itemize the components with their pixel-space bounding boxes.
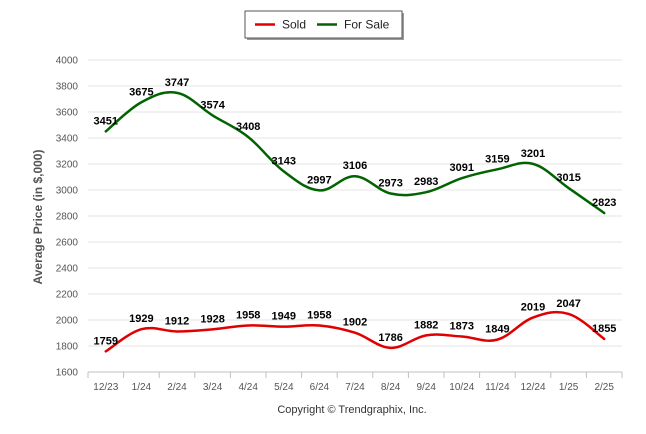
x-tick-label: 11/24 bbox=[485, 382, 510, 393]
data-label-sold: 1759 bbox=[94, 335, 118, 347]
axes: 1600 1800 2000 2200 2400 2600 2800 3000 3200 3400… bbox=[56, 56, 623, 393]
data-label-sold: 1958 bbox=[307, 309, 331, 321]
y-tick-label: 3000 bbox=[56, 186, 79, 197]
x-tick-label: 4/24 bbox=[238, 382, 258, 393]
data-label-for-sale: 3143 bbox=[272, 155, 296, 167]
data-label-sold: 1855 bbox=[592, 323, 616, 335]
x-tick-label: 8/24 bbox=[381, 382, 401, 393]
x-tick-label: 12/24 bbox=[520, 382, 545, 393]
data-label-for-sale: 3106 bbox=[343, 160, 367, 172]
data-label-sold: 2019 bbox=[521, 302, 545, 314]
legend[interactable]: Sold For Sale bbox=[244, 10, 404, 40]
legend-label-for-sale[interactable]: For Sale bbox=[344, 18, 390, 32]
data-label-sold: 2047 bbox=[556, 298, 580, 310]
x-tick-label: 2/24 bbox=[167, 382, 187, 393]
data-label-sold: 1949 bbox=[272, 311, 296, 323]
y-tick-label: 2600 bbox=[56, 238, 79, 249]
y-tick-label: 1600 bbox=[56, 368, 79, 379]
series-lines bbox=[104, 91, 606, 353]
data-label-sold: 1882 bbox=[414, 319, 438, 331]
data-label-for-sale: 3408 bbox=[236, 121, 260, 133]
series-line-for-sale bbox=[104, 91, 606, 215]
x-tick-label: 1/24 bbox=[132, 382, 152, 393]
y-tick-label: 3400 bbox=[56, 134, 79, 145]
data-label-sold: 1902 bbox=[343, 317, 367, 329]
y-tick-label: 2200 bbox=[56, 290, 79, 301]
x-tick-label: 9/24 bbox=[416, 382, 436, 393]
y-tick-label: 1800 bbox=[56, 342, 79, 353]
y-tick-label: 2400 bbox=[56, 264, 79, 275]
data-label-for-sale: 3451 bbox=[94, 115, 118, 127]
x-tick-label: 1/25 bbox=[559, 382, 579, 393]
gridlines bbox=[88, 59, 622, 373]
data-label-for-sale: 3091 bbox=[450, 162, 474, 174]
data-label-sold: 1928 bbox=[200, 313, 224, 325]
x-tick-label: 2/25 bbox=[594, 382, 614, 393]
x-tick-label: 12/23 bbox=[93, 382, 118, 393]
data-label-sold: 1873 bbox=[450, 321, 474, 333]
y-tick-label: 3800 bbox=[56, 82, 79, 93]
data-label-for-sale: 3201 bbox=[521, 148, 545, 160]
data-label-sold: 1912 bbox=[165, 315, 189, 327]
y-tick-label: 3200 bbox=[56, 160, 79, 171]
y-tick-label: 3600 bbox=[56, 108, 79, 119]
copyright-credit: Copyright © Trendgraphix, Inc. bbox=[277, 404, 426, 416]
data-label-sold: 1849 bbox=[485, 324, 509, 336]
data-label-for-sale: 2973 bbox=[378, 178, 402, 190]
data-label-for-sale: 2997 bbox=[307, 174, 331, 186]
y-axis-title: Average Price (in $,000) bbox=[31, 150, 45, 285]
data-label-for-sale: 3159 bbox=[485, 153, 509, 165]
y-tick-label: 4000 bbox=[56, 56, 79, 67]
data-label-for-sale: 3015 bbox=[556, 172, 580, 184]
data-label-for-sale: 3747 bbox=[165, 77, 189, 89]
x-tick-label: 5/24 bbox=[274, 382, 294, 393]
y-tick-label: 2800 bbox=[56, 212, 79, 223]
data-label-for-sale: 3675 bbox=[129, 86, 153, 98]
data-label-sold: 1929 bbox=[129, 313, 153, 325]
data-label-sold: 1786 bbox=[378, 332, 402, 344]
x-tick-label: 3/24 bbox=[203, 382, 223, 393]
data-label-for-sale: 2823 bbox=[592, 197, 616, 209]
data-label-sold: 1958 bbox=[236, 309, 260, 321]
x-tick-label: 6/24 bbox=[310, 382, 330, 393]
x-tick-label: 7/24 bbox=[345, 382, 365, 393]
series-line-sold bbox=[104, 310, 606, 353]
legend-label-sold[interactable]: Sold bbox=[282, 18, 306, 32]
data-label-for-sale: 2983 bbox=[414, 176, 438, 188]
y-tick-label: 2000 bbox=[56, 316, 79, 327]
data-labels: 1759 1929 1912 1928 1958 1949 1958 1902 1786 1882… bbox=[94, 77, 617, 347]
x-tick-label: 10/24 bbox=[449, 382, 474, 393]
data-label-for-sale: 3574 bbox=[200, 99, 225, 111]
